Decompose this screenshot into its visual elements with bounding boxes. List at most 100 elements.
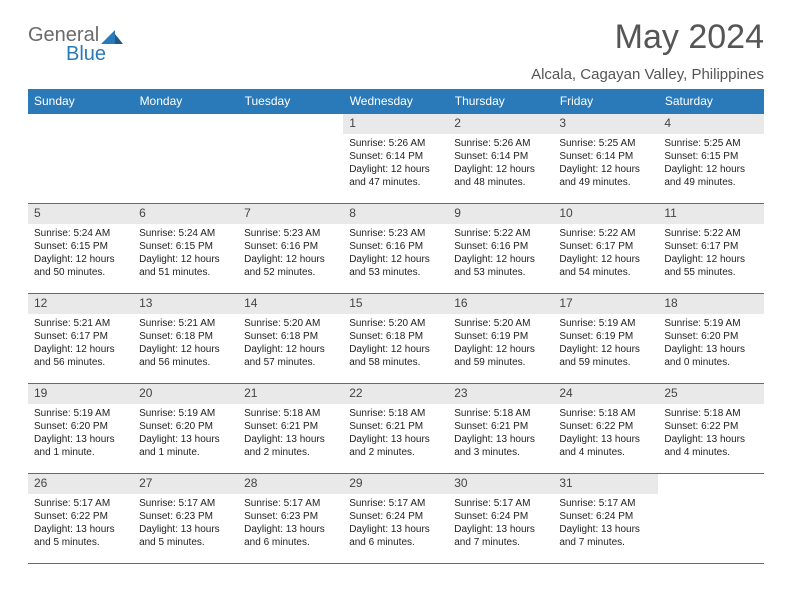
sunrise-text: Sunrise: 5:22 AM xyxy=(664,227,757,240)
daylight2-text: and 53 minutes. xyxy=(454,266,547,279)
sunset-text: Sunset: 6:19 PM xyxy=(454,330,547,343)
daylight1-text: Daylight: 13 hours xyxy=(244,433,337,446)
daylight1-text: Daylight: 13 hours xyxy=(34,433,127,446)
sunrise-text: Sunrise: 5:17 AM xyxy=(139,497,232,510)
daylight1-text: Daylight: 13 hours xyxy=(664,343,757,356)
day-cell: 6Sunrise: 5:24 AMSunset: 6:15 PMDaylight… xyxy=(133,204,238,294)
calendar-table: Sunday Monday Tuesday Wednesday Thursday… xyxy=(28,89,764,564)
day-cell: 21Sunrise: 5:18 AMSunset: 6:21 PMDayligh… xyxy=(238,384,343,474)
day-details: Sunrise: 5:23 AMSunset: 6:16 PMDaylight:… xyxy=(238,224,343,283)
sunset-text: Sunset: 6:22 PM xyxy=(559,420,652,433)
day-details: Sunrise: 5:22 AMSunset: 6:17 PMDaylight:… xyxy=(553,224,658,283)
weekday-header: Monday xyxy=(133,89,238,114)
day-number: 21 xyxy=(238,384,343,404)
day-cell: 10Sunrise: 5:22 AMSunset: 6:17 PMDayligh… xyxy=(553,204,658,294)
day-details: Sunrise: 5:19 AMSunset: 6:20 PMDaylight:… xyxy=(658,314,763,373)
day-details: Sunrise: 5:18 AMSunset: 6:21 PMDaylight:… xyxy=(343,404,448,463)
day-number: 11 xyxy=(658,204,763,224)
day-cell: 1Sunrise: 5:26 AMSunset: 6:14 PMDaylight… xyxy=(343,114,448,204)
daylight2-text: and 52 minutes. xyxy=(244,266,337,279)
sunrise-text: Sunrise: 5:24 AM xyxy=(34,227,127,240)
daylight1-text: Daylight: 13 hours xyxy=(454,433,547,446)
day-cell: 18Sunrise: 5:19 AMSunset: 6:20 PMDayligh… xyxy=(658,294,763,384)
day-cell: 13Sunrise: 5:21 AMSunset: 6:18 PMDayligh… xyxy=(133,294,238,384)
daylight2-text: and 7 minutes. xyxy=(559,536,652,549)
daylight2-text: and 57 minutes. xyxy=(244,356,337,369)
day-number: 25 xyxy=(658,384,763,404)
day-details: Sunrise: 5:18 AMSunset: 6:21 PMDaylight:… xyxy=(238,404,343,463)
sunset-text: Sunset: 6:17 PM xyxy=(34,330,127,343)
day-details: Sunrise: 5:20 AMSunset: 6:19 PMDaylight:… xyxy=(448,314,553,373)
day-number: 10 xyxy=(553,204,658,224)
sunrise-text: Sunrise: 5:17 AM xyxy=(559,497,652,510)
day-cell: 17Sunrise: 5:19 AMSunset: 6:19 PMDayligh… xyxy=(553,294,658,384)
sunset-text: Sunset: 6:21 PM xyxy=(244,420,337,433)
daylight2-text: and 1 minute. xyxy=(34,446,127,459)
sunrise-text: Sunrise: 5:22 AM xyxy=(454,227,547,240)
day-cell: 27Sunrise: 5:17 AMSunset: 6:23 PMDayligh… xyxy=(133,474,238,564)
day-cell: 28Sunrise: 5:17 AMSunset: 6:23 PMDayligh… xyxy=(238,474,343,564)
sunset-text: Sunset: 6:24 PM xyxy=(349,510,442,523)
day-details: Sunrise: 5:19 AMSunset: 6:20 PMDaylight:… xyxy=(133,404,238,463)
daylight2-text: and 2 minutes. xyxy=(349,446,442,459)
sunrise-text: Sunrise: 5:26 AM xyxy=(349,137,442,150)
day-number: 15 xyxy=(343,294,448,314)
day-number: 3 xyxy=(553,114,658,134)
day-number: 27 xyxy=(133,474,238,494)
day-number: 6 xyxy=(133,204,238,224)
day-number: 19 xyxy=(28,384,133,404)
day-cell: 8Sunrise: 5:23 AMSunset: 6:16 PMDaylight… xyxy=(343,204,448,294)
sunset-text: Sunset: 6:15 PM xyxy=(139,240,232,253)
sunrise-text: Sunrise: 5:17 AM xyxy=(244,497,337,510)
daylight2-text: and 7 minutes. xyxy=(454,536,547,549)
day-number: 14 xyxy=(238,294,343,314)
sunset-text: Sunset: 6:14 PM xyxy=(454,150,547,163)
daylight2-text: and 54 minutes. xyxy=(559,266,652,279)
daylight2-text: and 1 minute. xyxy=(139,446,232,459)
sunrise-text: Sunrise: 5:21 AM xyxy=(34,317,127,330)
day-details: Sunrise: 5:19 AMSunset: 6:20 PMDaylight:… xyxy=(28,404,133,463)
daylight1-text: Daylight: 12 hours xyxy=(454,163,547,176)
sunset-text: Sunset: 6:20 PM xyxy=(139,420,232,433)
sunrise-text: Sunrise: 5:20 AM xyxy=(349,317,442,330)
day-details: Sunrise: 5:26 AMSunset: 6:14 PMDaylight:… xyxy=(448,134,553,193)
daylight1-text: Daylight: 12 hours xyxy=(244,253,337,266)
daylight1-text: Daylight: 13 hours xyxy=(349,523,442,536)
daylight2-text: and 3 minutes. xyxy=(454,446,547,459)
daylight1-text: Daylight: 13 hours xyxy=(559,523,652,536)
sunrise-text: Sunrise: 5:18 AM xyxy=(454,407,547,420)
day-details: Sunrise: 5:18 AMSunset: 6:22 PMDaylight:… xyxy=(658,404,763,463)
sunset-text: Sunset: 6:18 PM xyxy=(244,330,337,343)
daylight2-text: and 4 minutes. xyxy=(559,446,652,459)
day-details: Sunrise: 5:24 AMSunset: 6:15 PMDaylight:… xyxy=(133,224,238,283)
day-cell: 25Sunrise: 5:18 AMSunset: 6:22 PMDayligh… xyxy=(658,384,763,474)
sunrise-text: Sunrise: 5:17 AM xyxy=(349,497,442,510)
daylight2-text: and 0 minutes. xyxy=(664,356,757,369)
sunrise-text: Sunrise: 5:18 AM xyxy=(559,407,652,420)
day-number: 7 xyxy=(238,204,343,224)
sunrise-text: Sunrise: 5:17 AM xyxy=(34,497,127,510)
sunset-text: Sunset: 6:21 PM xyxy=(454,420,547,433)
day-details: Sunrise: 5:21 AMSunset: 6:18 PMDaylight:… xyxy=(133,314,238,373)
weekday-header-row: Sunday Monday Tuesday Wednesday Thursday… xyxy=(28,89,764,114)
daylight2-text: and 4 minutes. xyxy=(664,446,757,459)
day-details: Sunrise: 5:18 AMSunset: 6:21 PMDaylight:… xyxy=(448,404,553,463)
daylight2-text: and 6 minutes. xyxy=(244,536,337,549)
sunset-text: Sunset: 6:16 PM xyxy=(244,240,337,253)
day-number: 28 xyxy=(238,474,343,494)
daylight2-text: and 51 minutes. xyxy=(139,266,232,279)
day-cell: 26Sunrise: 5:17 AMSunset: 6:22 PMDayligh… xyxy=(28,474,133,564)
day-cell: 11Sunrise: 5:22 AMSunset: 6:17 PMDayligh… xyxy=(658,204,763,294)
sunrise-text: Sunrise: 5:18 AM xyxy=(244,407,337,420)
day-cell xyxy=(658,474,763,564)
sunset-text: Sunset: 6:20 PM xyxy=(34,420,127,433)
daylight2-text: and 49 minutes. xyxy=(664,176,757,189)
sunset-text: Sunset: 6:15 PM xyxy=(34,240,127,253)
sunset-text: Sunset: 6:21 PM xyxy=(349,420,442,433)
daylight2-text: and 53 minutes. xyxy=(349,266,442,279)
daylight1-text: Daylight: 13 hours xyxy=(349,433,442,446)
day-number: 17 xyxy=(553,294,658,314)
day-details: Sunrise: 5:19 AMSunset: 6:19 PMDaylight:… xyxy=(553,314,658,373)
calendar-page: General May 2024 Blue Alcala, Cagayan Va… xyxy=(0,0,792,582)
daylight1-text: Daylight: 12 hours xyxy=(559,343,652,356)
